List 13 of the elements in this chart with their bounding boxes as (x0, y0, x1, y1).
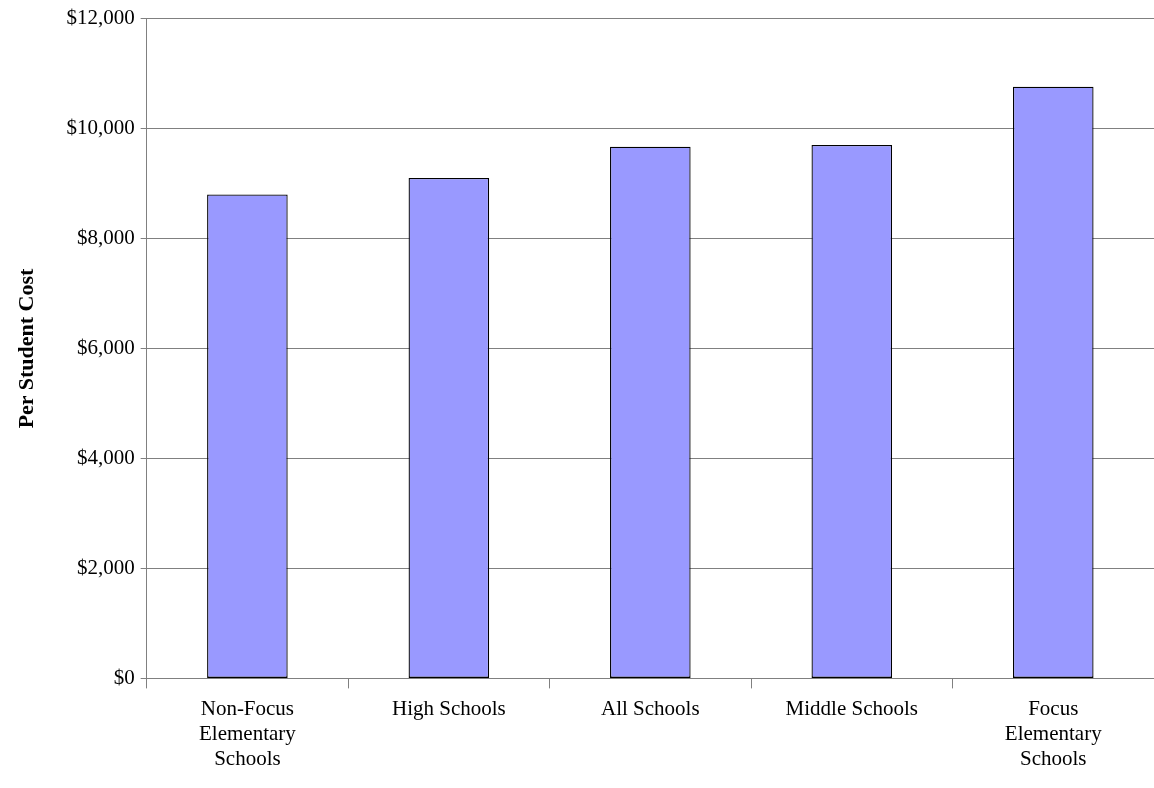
y-axis-title: Per Student Cost (12, 267, 38, 429)
y-tick-label: $6,000 (76, 335, 135, 360)
y-tick-label: $4,000 (76, 444, 135, 469)
y-tick-label: $0 (113, 664, 135, 689)
y-tick-label: $2,000 (76, 554, 135, 579)
x-tick-label: All Schools (601, 695, 700, 720)
x-tick-label: Middle Schools (785, 695, 919, 720)
y-tick-label: $10,000 (66, 115, 135, 140)
y-tick-label: $12,000 (66, 5, 135, 30)
y-tick-label: $8,000 (76, 225, 135, 250)
x-tick-label: Non-Focus Elementary Schools (198, 695, 297, 770)
x-tick-label: High Schools (391, 695, 506, 720)
x-tick-label: Focus Elementary Schools (1004, 695, 1103, 770)
